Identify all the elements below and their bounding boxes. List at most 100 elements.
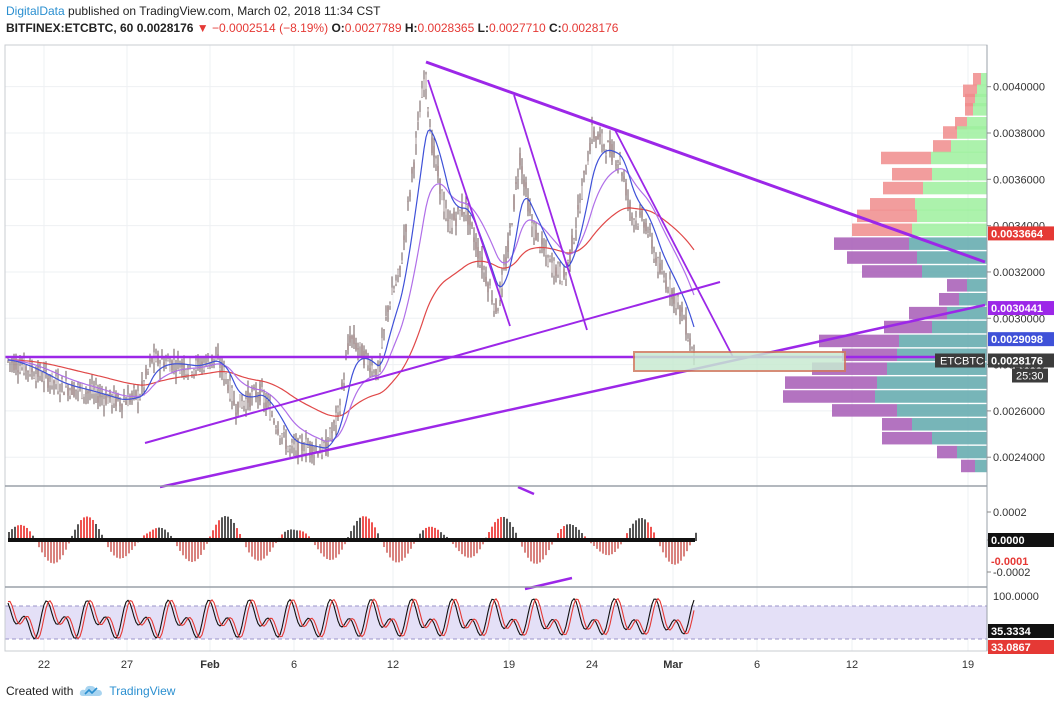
candle-body-290 [587,161,589,165]
candle-body-214 [435,158,437,165]
candle-body-48 [103,399,105,405]
stoch-band [5,606,987,639]
price-axis[interactable]: 0.00240000.00260000.00280000.00300000.00… [935,82,1054,654]
macd-bar-73 [227,516,229,541]
macd-bar-97 [299,530,301,541]
macd-bar-105 [323,540,325,557]
macd-bar-85 [263,540,265,559]
time-tick-5: 19 [503,659,515,671]
candle-body-232 [471,223,473,227]
time-tick-6: 24 [586,659,598,671]
candle-body-263 [533,224,535,238]
candle-body-212 [431,137,433,153]
candle-body-50 [107,397,109,404]
candle-body-59 [125,401,127,405]
candle-body-92 [191,372,193,375]
candle-body-4 [15,360,17,370]
candle-body-117 [241,401,243,408]
candle-body-313 [633,219,635,225]
macd-bar-201 [611,540,613,555]
macd-bar-123 [377,533,379,541]
candle-body-257 [521,166,523,174]
candle-body-315 [637,224,639,226]
candle-body-61 [129,397,131,403]
time-axis[interactable]: 22 27 Feb 6 12 19 24 Mar 6 12 19 [38,659,974,671]
profile-up-26 [912,418,987,431]
candle-body-17 [41,380,43,382]
candle-body-338 [683,319,685,321]
publisher-name[interactable]: DigitalData [6,4,65,18]
macd-bar-23 [77,524,79,541]
candle-body-327 [661,269,663,272]
macd-bar-111 [341,540,343,550]
candle-body-177 [361,344,363,360]
candle-body-266 [539,248,541,251]
macd-bar-223 [677,540,679,564]
macd-pane [8,516,697,565]
tradingview-link[interactable]: TradingView [79,684,175,698]
macd-bar-167 [509,522,511,541]
wedge-line-3 [614,129,734,358]
macd-bar-71 [221,517,223,541]
candle-body-316 [639,211,641,216]
symbol-tag: ETCBTC [940,356,984,368]
macd-bar-5 [23,525,25,541]
macd-bar-26 [86,516,88,541]
candle-body-44 [95,385,97,394]
candle-body-334 [675,295,677,308]
candle-body-233 [473,237,475,243]
candle-body-105 [217,354,219,358]
macd-bar-145 [443,534,445,541]
macd-bar-142 [434,527,436,541]
candle-body-102 [211,354,213,363]
macd-bar-62 [194,540,196,562]
candle-body-303 [613,151,615,155]
macd-bar-180 [548,540,550,551]
moving-average-mid [7,168,695,442]
candle-body-38 [83,394,85,397]
candle-body-22 [51,372,53,386]
macd-bar-161 [491,526,493,541]
candle-body-302 [611,144,613,162]
macd-label-red-bg [988,554,1054,568]
candle-body-333 [673,293,675,304]
candle-body-159 [325,438,327,456]
trendline-channel [144,281,721,444]
profile-down-10 [870,198,915,211]
candle-body-68 [143,381,145,388]
macd-bar-61 [191,540,193,563]
macd-bar-133 [407,540,409,554]
candle-body-243 [493,304,495,311]
macd-bar-106 [326,540,328,559]
candle-body-252 [511,225,513,227]
macd-bar-93 [287,530,289,541]
candle-body-174 [355,342,357,350]
candle-body-264 [535,229,537,241]
profile-up-17 [959,292,987,306]
candle-body-185 [377,365,379,379]
candle-body-89 [185,369,187,375]
macd-bar-114 [350,531,352,541]
macd-bar-15 [53,540,55,564]
candle-body-342 [691,349,693,353]
candle-body-151 [309,442,311,454]
profile-up-6 [951,140,987,153]
macd-bar-112 [344,540,346,545]
macd-bar-219 [665,540,667,558]
candle-body-137 [281,434,283,438]
profile-down-13 [834,237,909,250]
candle-body-88 [183,363,185,372]
candle-body-33 [73,386,75,397]
candle-body-58 [123,399,125,402]
candle-body-341 [689,338,691,346]
candle-body-223 [453,211,455,220]
candle-body-140 [287,446,289,451]
candle-body-164 [335,412,337,426]
candle-body-112 [231,387,233,402]
candle-body-253 [513,195,515,210]
macd-bar-126 [386,540,388,553]
macd-bar-181 [551,540,553,545]
candle-body-222 [451,219,453,228]
candle-body-244 [495,299,497,313]
